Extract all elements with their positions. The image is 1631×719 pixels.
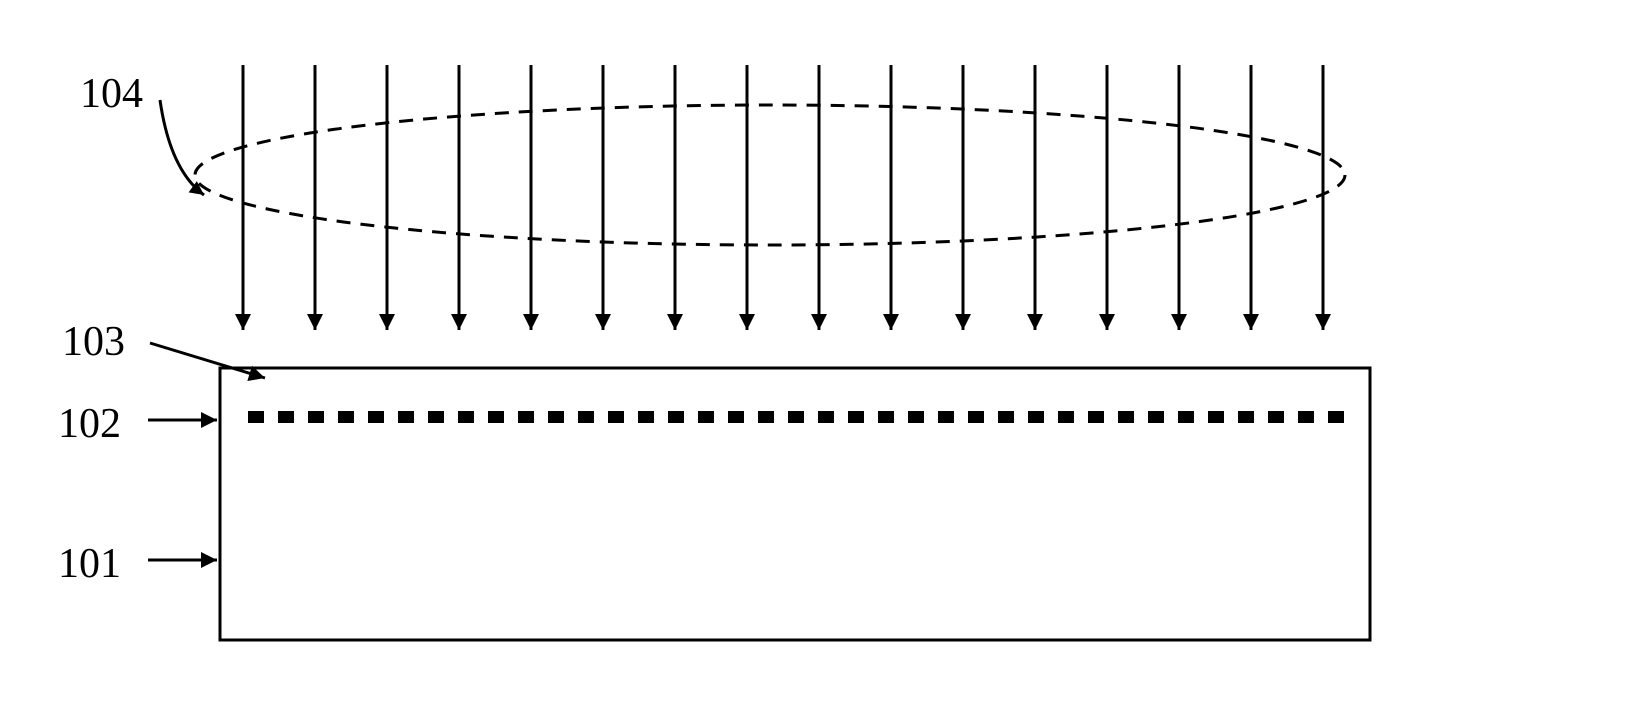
beam-arrow-12: [1099, 65, 1115, 330]
callout-arrow-104: [160, 100, 204, 195]
beam-arrow-2: [379, 65, 395, 330]
label-102: 102: [58, 400, 121, 448]
beam-arrow-14: [1243, 65, 1259, 330]
beam-arrow-5: [595, 65, 611, 330]
label-101: 101: [58, 540, 121, 588]
pointer-arrow-101: [148, 552, 217, 568]
beam-ellipse-104: [195, 105, 1345, 245]
beam-arrow-13: [1171, 65, 1187, 330]
beam-arrow-10: [955, 65, 971, 330]
beam-arrow-1: [307, 65, 323, 330]
substrate-box: [220, 368, 1370, 640]
beam-arrow-4: [523, 65, 539, 330]
beam-arrow-0: [235, 65, 251, 330]
beam-arrow-3: [451, 65, 467, 330]
beam-arrow-9: [883, 65, 899, 330]
label-104: 104: [80, 70, 143, 118]
beam-arrow-11: [1027, 65, 1043, 330]
pointer-arrow-103: [150, 343, 265, 381]
pointer-arrow-102: [148, 412, 217, 428]
label-103: 103: [62, 318, 125, 366]
